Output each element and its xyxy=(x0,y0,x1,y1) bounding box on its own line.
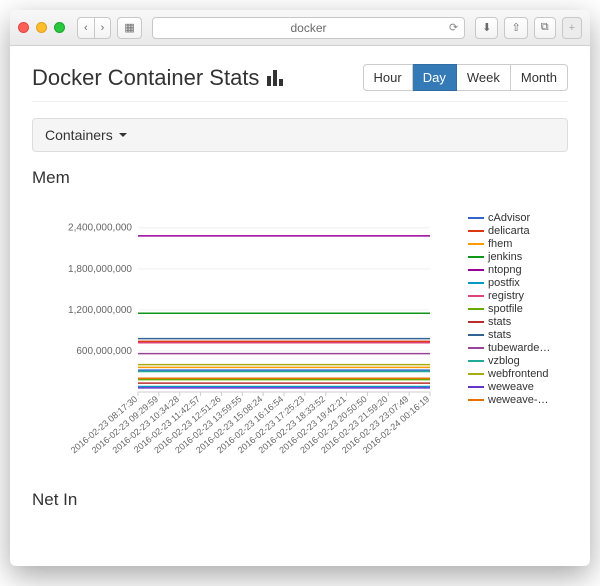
nav-buttons: ‹ › xyxy=(77,17,111,39)
legend-label: stats xyxy=(488,316,511,328)
bar-chart-icon xyxy=(267,70,283,86)
share-button[interactable]: ⇧ xyxy=(504,17,527,39)
page-content: Docker Container Stats HourDayWeekMonth … xyxy=(10,46,590,566)
url-text: docker xyxy=(290,21,326,35)
svg-text:1,200,000,000: 1,200,000,000 xyxy=(68,305,132,316)
legend-item[interactable]: spotfile xyxy=(468,303,568,315)
legend-label: cAdvisor xyxy=(488,212,530,224)
svg-text:600,000,000: 600,000,000 xyxy=(76,346,132,357)
legend-swatch xyxy=(468,334,484,336)
legend-item[interactable]: webfrontend xyxy=(468,368,568,380)
legend-label: postfix xyxy=(488,277,520,289)
legend-swatch xyxy=(468,399,484,401)
legend-label: webfrontend xyxy=(488,368,549,380)
back-button[interactable]: ‹ xyxy=(77,17,94,39)
new-tab-button[interactable]: + xyxy=(562,17,582,39)
legend-item[interactable]: jenkins xyxy=(468,251,568,263)
legend-swatch xyxy=(468,256,484,258)
browser-window: ‹ › ▦ docker ⟳ ⬇ ⇧ ⧉ + Docker Container … xyxy=(10,10,590,566)
legend-label: weweave-… xyxy=(488,394,549,406)
chart-legend: cAdvisordelicartafhemjenkinsntopngpostfi… xyxy=(468,192,568,472)
legend-item[interactable]: weweave-… xyxy=(468,394,568,406)
legend-label: registry xyxy=(488,290,524,302)
header-row: Docker Container Stats HourDayWeekMonth xyxy=(32,64,568,91)
legend-item[interactable]: cAdvisor xyxy=(468,212,568,224)
chevron-down-icon xyxy=(119,133,127,137)
downloads-button[interactable]: ⬇ xyxy=(475,17,498,39)
time-range-group: HourDayWeekMonth xyxy=(363,64,568,91)
containers-dropdown-label: Containers xyxy=(45,127,113,143)
url-field[interactable]: docker ⟳ xyxy=(152,17,466,39)
legend-label: weweave xyxy=(488,381,534,393)
legend-label: fhem xyxy=(488,238,512,250)
page-title-text: Docker Container Stats xyxy=(32,65,259,91)
legend-label: jenkins xyxy=(488,251,522,263)
sidebar-toggle[interactable]: ▦ xyxy=(117,17,141,39)
legend-swatch xyxy=(468,308,484,310)
range-button-hour[interactable]: Hour xyxy=(363,64,413,91)
legend-item[interactable]: ntopng xyxy=(468,264,568,276)
legend-swatch xyxy=(468,373,484,375)
legend-label: vzblog xyxy=(488,355,520,367)
mem-chart-svg: 600,000,000 1,200,000,000 1,800,000,000 2,4… xyxy=(32,192,468,472)
legend-label: tubewarde… xyxy=(488,342,550,354)
legend-item[interactable]: fhem xyxy=(468,238,568,250)
window-controls xyxy=(18,22,65,33)
separator xyxy=(32,101,568,102)
legend-swatch xyxy=(468,386,484,388)
forward-button[interactable]: › xyxy=(94,17,112,39)
legend-swatch xyxy=(468,269,484,271)
reload-icon[interactable]: ⟳ xyxy=(449,21,458,34)
containers-dropdown[interactable]: Containers xyxy=(32,118,568,152)
legend-swatch xyxy=(468,230,484,232)
zoom-icon[interactable] xyxy=(54,22,65,33)
legend-label: stats xyxy=(488,329,511,341)
legend-label: delicarta xyxy=(488,225,530,237)
legend-swatch xyxy=(468,360,484,362)
legend-swatch xyxy=(468,282,484,284)
section-title-mem: Mem xyxy=(32,168,568,188)
legend-label: spotfile xyxy=(488,303,523,315)
legend-swatch xyxy=(468,295,484,297)
minimize-icon[interactable] xyxy=(36,22,47,33)
legend-item[interactable]: stats xyxy=(468,316,568,328)
section-title-netin: Net In xyxy=(32,490,568,510)
range-button-day[interactable]: Day xyxy=(413,64,457,91)
legend-item[interactable]: tubewarde… xyxy=(468,342,568,354)
page-title: Docker Container Stats xyxy=(32,65,283,91)
legend-item[interactable]: postfix xyxy=(468,277,568,289)
legend-label: ntopng xyxy=(488,264,522,276)
legend-item[interactable]: registry xyxy=(468,290,568,302)
legend-item[interactable]: vzblog xyxy=(468,355,568,367)
legend-swatch xyxy=(468,243,484,245)
legend-swatch xyxy=(468,217,484,219)
legend-item[interactable]: stats xyxy=(468,329,568,341)
legend-item[interactable]: delicarta xyxy=(468,225,568,237)
legend-swatch xyxy=(468,347,484,349)
mem-chart: 600,000,000 1,200,000,000 1,800,000,000 2,4… xyxy=(32,192,568,472)
svg-text:2,400,000,000: 2,400,000,000 xyxy=(68,223,132,234)
range-button-week[interactable]: Week xyxy=(457,64,511,91)
legend-swatch xyxy=(468,321,484,323)
titlebar: ‹ › ▦ docker ⟳ ⬇ ⇧ ⧉ + xyxy=(10,10,590,46)
range-button-month[interactable]: Month xyxy=(511,64,568,91)
tabs-button[interactable]: ⧉ xyxy=(534,17,556,39)
svg-text:1,800,000,000: 1,800,000,000 xyxy=(68,264,132,275)
close-icon[interactable] xyxy=(18,22,29,33)
legend-item[interactable]: weweave xyxy=(468,381,568,393)
